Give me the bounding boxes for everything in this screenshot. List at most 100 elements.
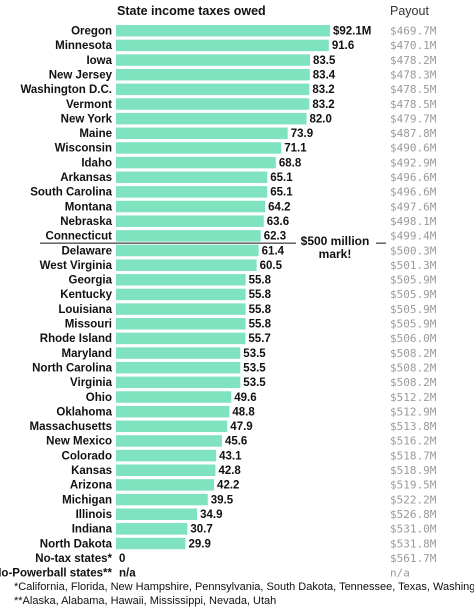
- bar-row: Nebraska 63.6 $498.1M: [60, 215, 437, 228]
- footnote-no-powerball: **Alaska, Alabama, Hawaii, Mississippi, …: [14, 595, 276, 607]
- bar: [116, 318, 246, 330]
- bar-row: North Carolina 53.5 $508.2M: [32, 361, 437, 374]
- bar: [116, 127, 288, 140]
- value-label: 0: [119, 553, 125, 565]
- bar-row: Rhode Island 55.7 $506.0M: [40, 332, 437, 345]
- state-label: Indiana: [72, 524, 113, 536]
- bar: [116, 376, 241, 389]
- state-label: Oregon: [71, 26, 112, 38]
- payout-label: $478.3M: [390, 68, 437, 81]
- state-label: New York: [61, 113, 113, 125]
- bar-row: Maryland 53.5 $508.2M: [62, 347, 437, 360]
- bar-row: New Jersey 83.4 $478.3M: [49, 68, 437, 81]
- value-label: 65.1: [270, 172, 293, 184]
- state-label: New Mexico: [46, 436, 112, 448]
- bar-row: Connecticut 62.3 $499.4M: [46, 230, 437, 243]
- payout-label: $479.7M: [390, 112, 437, 125]
- bar: [116, 244, 259, 257]
- value-label: 64.2: [268, 201, 290, 213]
- payout-label: $487.8M: [390, 127, 437, 140]
- payout-label: $478.2M: [390, 54, 437, 67]
- bar-row: Colorado 43.1 $518.7M: [62, 449, 437, 462]
- payout-label: $490.6M: [390, 142, 437, 155]
- payout-label: $526.8M: [390, 508, 437, 521]
- bar: [116, 537, 186, 550]
- bar-row: No-Powerball states** n/a n/a: [0, 567, 410, 580]
- bar: [116, 259, 257, 271]
- state-label: Kentucky: [60, 289, 112, 301]
- state-label: Delaware: [61, 245, 112, 257]
- bar: [116, 142, 282, 154]
- bar-row: Michigan 39.5 $522.2M: [62, 493, 437, 506]
- bar-row: Maine 73.9 $487.8M: [79, 127, 436, 140]
- state-label: Illinois: [76, 509, 112, 521]
- state-label: Idaho: [81, 157, 112, 169]
- payout-label: $496.6M: [390, 186, 437, 199]
- bar-row: North Dakota 29.9 $531.8M: [40, 537, 437, 550]
- bar: [116, 405, 230, 418]
- payout-label: $469.7M: [390, 25, 437, 38]
- state-label: Louisiana: [58, 304, 112, 316]
- value-label: 55.8: [249, 304, 272, 316]
- payout-label: $512.2M: [390, 391, 437, 404]
- value-label: 29.9: [188, 538, 210, 550]
- value-label: 61.4: [262, 245, 285, 257]
- bar-row: Wisconsin 71.1 $490.6M: [55, 142, 437, 155]
- state-label: Maryland: [62, 348, 113, 360]
- state-label: Virginia: [70, 377, 113, 389]
- value-label: 73.9: [291, 128, 313, 140]
- bar-row: Oklahoma 48.8 $512.9M: [56, 405, 436, 418]
- payout-label: $499.4M: [390, 230, 437, 243]
- payout-label: $478.5M: [390, 98, 437, 111]
- payout-label: $518.7M: [390, 449, 437, 462]
- bar-row: Ohio 49.6 $512.2M: [86, 391, 437, 404]
- value-label: 82.0: [310, 113, 332, 125]
- payout-label: $478.5M: [390, 83, 437, 96]
- bar: [116, 449, 217, 462]
- bar-row: Kansas 42.8 $518.9M: [71, 464, 437, 477]
- bar: [116, 230, 261, 242]
- value-label: 53.5: [243, 362, 266, 374]
- payout-label: n/a: [390, 567, 410, 580]
- value-label: 83.4: [313, 69, 336, 81]
- payout-label: $505.9M: [390, 288, 437, 301]
- bar-rows: Oregon $92.1M $469.7M Minnesota 91.6 $470.1M I…: [0, 25, 437, 580]
- bar: [116, 83, 310, 96]
- payout-label: $505.9M: [390, 274, 437, 287]
- bar: [116, 274, 246, 286]
- value-label: 48.8: [232, 406, 255, 418]
- bar-row: Minnesota 91.6 $470.1M: [55, 39, 437, 52]
- annotation-label-line2: mark!: [319, 247, 352, 261]
- bar-row: Massachusetts 47.9 $513.8M: [30, 420, 437, 433]
- bar: [116, 68, 310, 81]
- bar-row: South Carolina 65.1 $496.6M: [30, 186, 437, 199]
- bar-row: Virginia 53.5 $508.2M: [70, 376, 437, 389]
- state-label: North Carolina: [32, 362, 112, 374]
- state-label: Nebraska: [60, 216, 112, 228]
- bar: [116, 479, 215, 491]
- payout-label: $561.7M: [390, 552, 437, 565]
- value-label: 68.8: [279, 157, 302, 169]
- bar-row: New York 82.0 $479.7M: [61, 112, 437, 125]
- payout-label: $518.9M: [390, 464, 437, 477]
- bar-row: Idaho 68.8 $492.9M: [81, 156, 436, 169]
- bar: [116, 215, 264, 227]
- value-label: 55.8: [249, 275, 272, 287]
- bar: [116, 25, 330, 37]
- payout-label: $508.2M: [390, 347, 437, 360]
- bar: [116, 112, 307, 125]
- value-label: 39.5: [211, 494, 234, 506]
- value-label: 91.6: [332, 40, 354, 52]
- bar: [116, 39, 329, 52]
- bar-row: West Virginia 60.5 $501.3M: [40, 259, 437, 272]
- value-label: 30.7: [190, 524, 212, 536]
- bar: [116, 523, 188, 535]
- bar-row: Indiana 30.7 $531.0M: [72, 523, 437, 536]
- state-label: Iowa: [86, 55, 112, 67]
- state-label: Ohio: [86, 392, 112, 404]
- state-label: Wisconsin: [55, 143, 112, 155]
- bar-row: Washington D.C. 83.2 $478.5M: [20, 83, 436, 96]
- state-label: Kansas: [71, 465, 112, 477]
- state-label: Georgia: [69, 275, 113, 287]
